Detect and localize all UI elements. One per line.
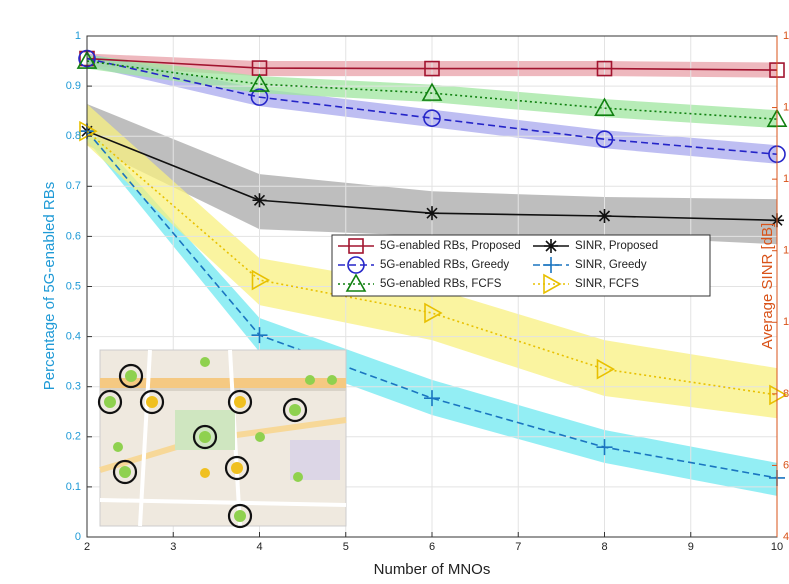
y2-tick-label: 12	[783, 245, 789, 257]
x-tick-label: 4	[256, 541, 262, 553]
y-tick-label: 0.4	[66, 331, 81, 343]
legend-label: 5G-enabled RBs, Proposed	[380, 240, 521, 252]
y2-tick-label: 6	[783, 459, 789, 471]
y2-axis-label: Average SINR [dB]	[759, 223, 776, 349]
y-tick-label: 0.2	[66, 431, 81, 443]
y-tick-label: 0.5	[66, 280, 81, 292]
y-tick-label: 0	[75, 531, 81, 543]
x-tick-label: 5	[343, 541, 349, 553]
legend-label: SINR, FCFS	[575, 278, 639, 290]
x-tick-label: 2	[84, 541, 90, 553]
legend: 5G-enabled RBs, Proposed 5G-enabled RBs, …	[332, 235, 710, 296]
x-tick-label: 6	[429, 541, 435, 553]
map-inset	[99, 350, 346, 527]
y-axis-label: Percentage of 5G-enabled RBs	[41, 182, 58, 390]
y2-tick-label: 18	[783, 30, 789, 42]
legend-label: SINR, Proposed	[575, 240, 658, 252]
y2-tick-label: 10	[783, 316, 789, 328]
x-axis-label: Number of MNOs	[374, 561, 491, 578]
y2-tick-label: 4	[783, 531, 789, 543]
y-tick-label: 0.3	[66, 381, 81, 393]
marker	[598, 209, 612, 223]
legend-label: SINR, Greedy	[575, 259, 647, 271]
x-tick-label: 7	[515, 541, 521, 553]
x-tick-label: 8	[601, 541, 607, 553]
y-tick-label: 1	[75, 30, 81, 42]
marker	[425, 206, 439, 220]
y-tick-label: 0.7	[66, 180, 81, 192]
x-tick-label: 3	[170, 541, 176, 553]
x-tick-label: 9	[688, 541, 694, 553]
y2-tick-label: 8	[783, 388, 789, 400]
chart: 234567891000.10.20.30.40.50.60.70.80.914…	[0, 0, 789, 584]
y-tick-label: 0.9	[66, 80, 81, 92]
y-tick-label: 0.8	[66, 130, 81, 142]
x-tick-label: 10	[771, 541, 783, 553]
legend-label: 5G-enabled RBs, Greedy	[380, 259, 509, 271]
legend-label: 5G-enabled RBs, FCFS	[380, 278, 502, 290]
y2-tick-label: 14	[783, 173, 789, 185]
y-tick-label: 0.6	[66, 230, 81, 242]
marker	[253, 193, 267, 207]
y-tick-label: 0.1	[66, 481, 81, 493]
legend-marker	[544, 239, 558, 253]
y2-tick-label: 16	[783, 101, 789, 113]
